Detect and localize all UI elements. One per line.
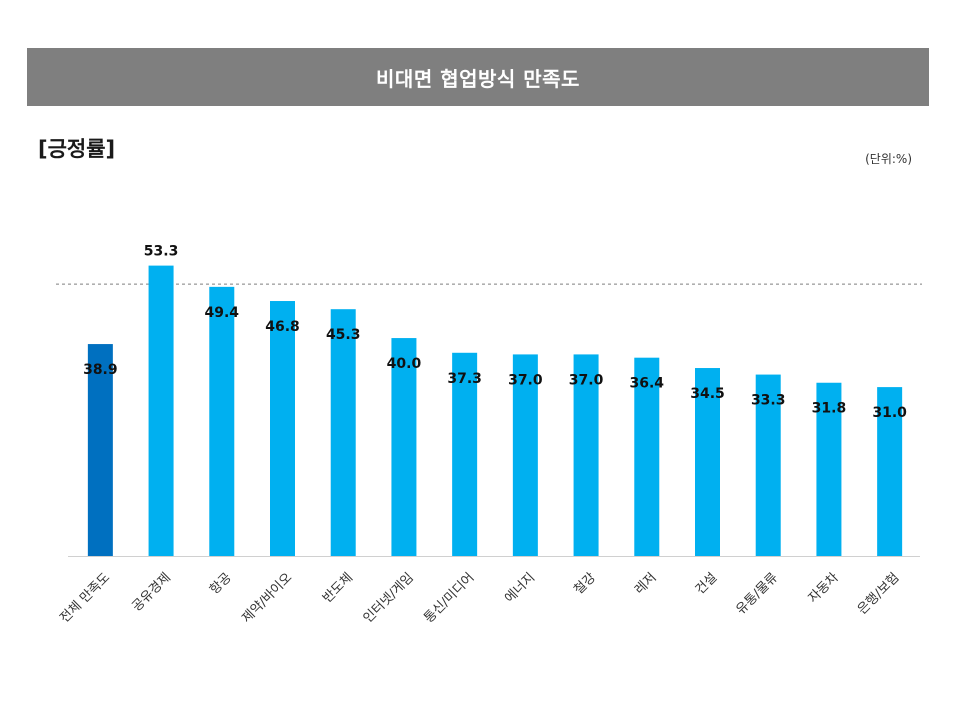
data-label: 38.9 (83, 362, 118, 378)
category-label: 반도체 (320, 570, 356, 606)
category-label: 자동차 (806, 570, 842, 606)
category-label: 철강 (571, 570, 599, 598)
data-label: 49.4 (205, 305, 240, 321)
data-label: 34.5 (690, 386, 725, 402)
bar (452, 352, 478, 556)
bar (330, 309, 356, 556)
category-label: 건설 (693, 570, 721, 598)
bar (391, 338, 417, 556)
data-label: 31.8 (812, 401, 847, 417)
data-label: 53.3 (144, 244, 179, 260)
bar (209, 286, 235, 556)
category-label: 통신/미디어 (421, 570, 477, 626)
category-label: 은행/보험 (854, 570, 902, 618)
category-label: 인터넷/게임 (361, 570, 417, 626)
unit-label: (단위:%) (865, 152, 912, 166)
category-label: 레저 (632, 570, 660, 598)
category-label: 에너지 (502, 570, 538, 606)
category-label: 유통/물류 (734, 570, 782, 618)
data-label: 40.0 (387, 356, 422, 372)
bar (695, 368, 720, 556)
bar (148, 265, 174, 556)
data-label: 37.0 (508, 372, 543, 388)
data-label: 37.3 (447, 371, 482, 387)
category-label: 제약/바이오 (239, 570, 295, 626)
title-bar: 비대면 협업방식 만족도 (27, 48, 929, 106)
data-label: 33.3 (751, 393, 786, 409)
data-label: 37.0 (569, 372, 604, 388)
data-label: 46.8 (265, 319, 300, 335)
bar (816, 382, 842, 556)
bar (573, 354, 599, 556)
data-label: 45.3 (326, 327, 361, 343)
bar (755, 374, 781, 556)
bar (270, 301, 295, 556)
data-label: 31.0 (872, 405, 907, 421)
category-label: 공유경제 (129, 570, 173, 614)
category-label: 항공 (207, 570, 235, 598)
category-label: 전체 만족도 (57, 570, 113, 626)
bar (87, 344, 113, 556)
bar (877, 387, 903, 556)
data-label: 36.4 (630, 376, 665, 392)
bar (634, 357, 660, 556)
bar (512, 354, 538, 556)
chart-title: 비대면 협업방식 만족도 (376, 66, 580, 91)
section-label: [긍정률] (38, 137, 116, 161)
